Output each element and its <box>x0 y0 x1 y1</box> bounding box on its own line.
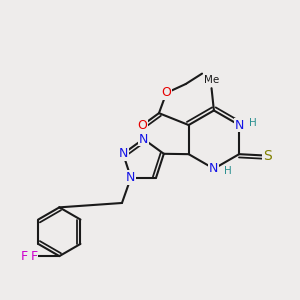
Text: H: H <box>249 118 257 128</box>
Text: O: O <box>161 86 171 99</box>
Text: Me: Me <box>204 75 219 85</box>
Text: S: S <box>263 148 272 163</box>
Text: N: N <box>209 162 219 175</box>
Text: H: H <box>224 166 232 176</box>
Text: N: N <box>118 147 128 160</box>
Text: F: F <box>21 250 28 262</box>
Text: N: N <box>126 171 136 184</box>
Text: N: N <box>234 118 244 131</box>
Text: N: N <box>139 133 148 146</box>
Text: O: O <box>138 118 148 131</box>
Text: F: F <box>31 250 38 262</box>
